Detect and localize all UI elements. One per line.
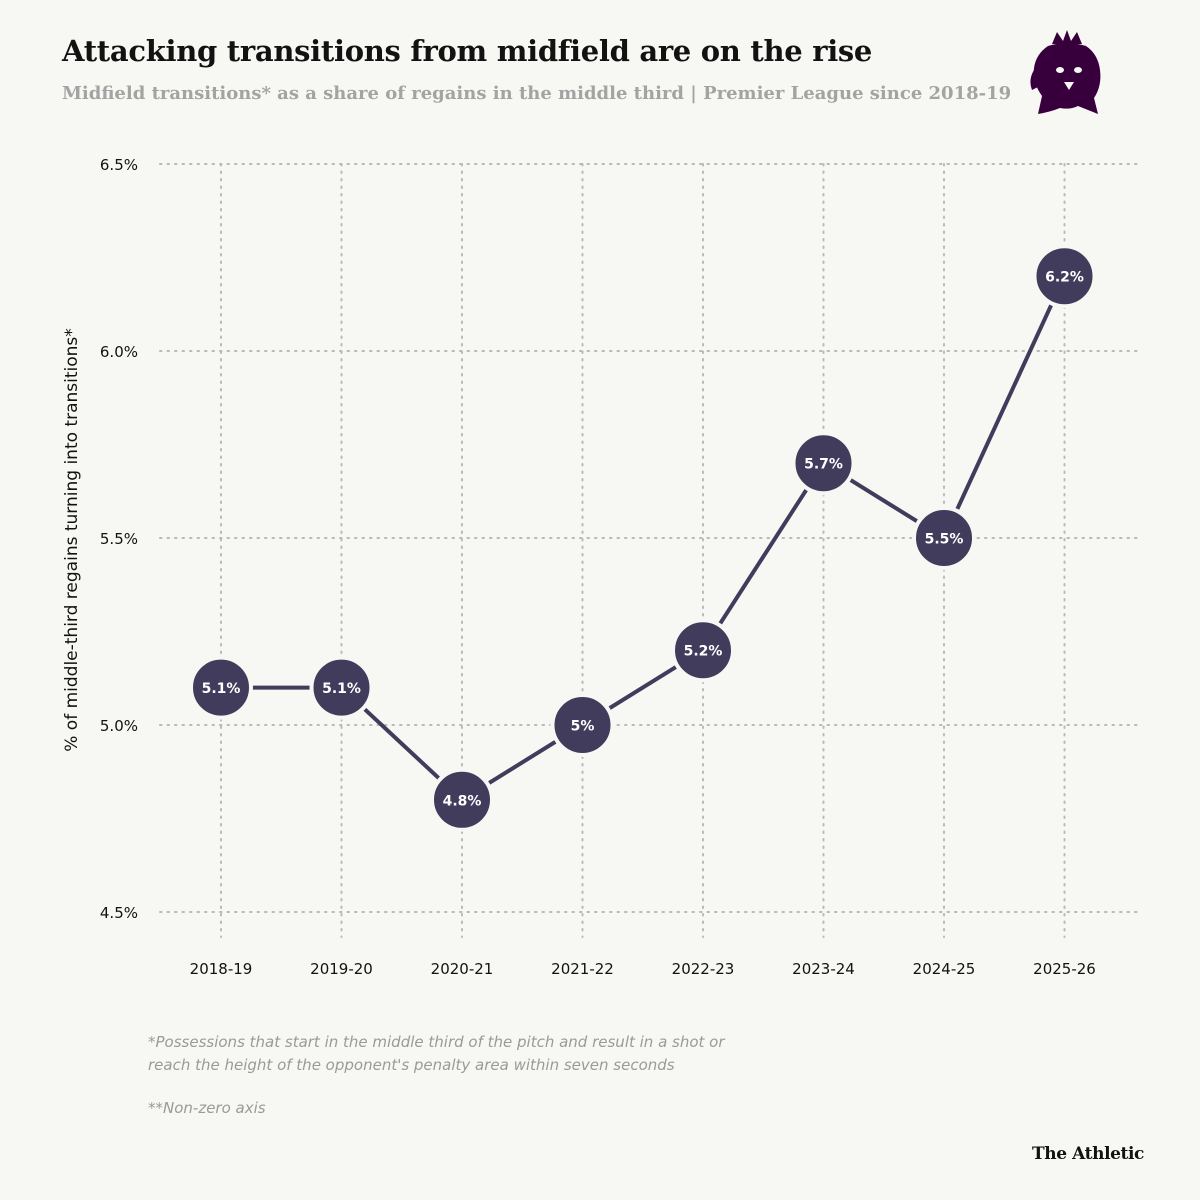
x-tick-label: 2024-25 (913, 960, 976, 978)
y-tick-label: 5.5% (100, 530, 138, 548)
y-tick-label: 6.5% (100, 156, 138, 174)
chart-title: Attacking transitions from midfield are … (62, 34, 873, 68)
data-point (1032, 244, 1097, 309)
data-point (550, 693, 615, 757)
line-chart: 4.5% 5.0% 5.5% 6.0% 6.5% 2018-19 2019-20 2020-… (62, 156, 1141, 978)
x-tick-label: 2025-26 (1033, 960, 1096, 978)
data-label: 6.2% (1045, 270, 1084, 286)
data-label: 5.2% (684, 644, 723, 660)
data-point (912, 506, 976, 570)
x-tick-label: 2019-20 (310, 960, 373, 978)
y-tick-label: 5.0% (100, 717, 138, 735)
y-tick-label: 4.5% (100, 904, 138, 922)
premier-league-lion-icon (1030, 30, 1101, 114)
data-label: 5% (571, 719, 595, 735)
data-point (671, 618, 735, 683)
data-label: 4.8% (443, 793, 482, 809)
data-label: 5.7% (804, 457, 843, 473)
x-tick-label: 2021-22 (551, 960, 614, 978)
data-point (309, 655, 374, 720)
y-axis-label: % of middle-third regains turning into t… (62, 328, 82, 752)
footnote-axis-note: **Non-zero axis (148, 1099, 266, 1117)
x-tick-label: 2018-19 (190, 960, 253, 978)
data-label: 5.5% (925, 532, 964, 548)
data-label: 5.1% (202, 681, 241, 697)
x-tick-label: 2020-21 (431, 960, 494, 978)
data-point (430, 767, 494, 832)
data-point (791, 431, 856, 496)
data-label: 5.1% (322, 681, 361, 697)
x-tick-label: 2023-24 (792, 960, 855, 978)
brand-wordmark: The Athletic (1032, 1144, 1144, 1164)
x-tick-label: 2022-23 (672, 960, 735, 978)
chart-subtitle: Midfield transitions* as a share of rega… (62, 83, 1012, 104)
data-point (189, 655, 253, 720)
y-tick-label: 6.0% (100, 343, 138, 361)
footnote-definition: *Possessions that start in the middle th… (148, 1033, 725, 1074)
